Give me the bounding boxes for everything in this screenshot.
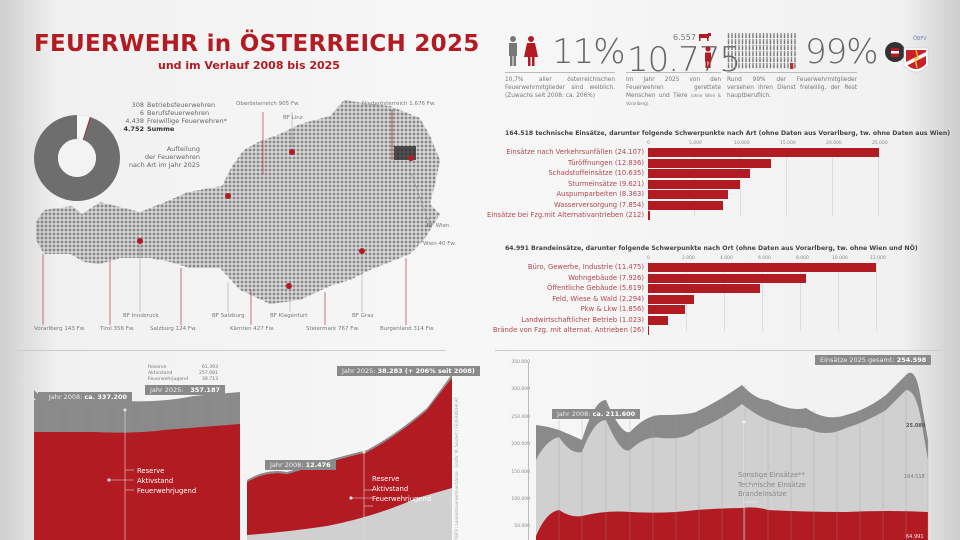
fire-chart-title: 64.991 Brandeinsätze, darunter folgende … bbox=[505, 245, 918, 252]
technical-chart-title: 164.518 technische Einsätze, darunter fo… bbox=[505, 130, 951, 137]
page-subtitle: und im Verlauf 2008 bis 2025 bbox=[158, 59, 340, 72]
bar-sturm bbox=[648, 179, 740, 189]
bar-auspump bbox=[648, 190, 728, 199]
technical-bar-chart: 0 5.000 10.000 15.000 20.000 25.000 bbox=[647, 141, 893, 220]
rescued-text: Im Jahr 2025 von den Feuerwehren gerette… bbox=[626, 77, 721, 106]
oebfv-logo bbox=[885, 42, 929, 73]
members-tag-2008: Jahr 2008: ca. 337.200 bbox=[38, 392, 132, 402]
bar-wasser bbox=[648, 200, 723, 210]
label-bf-linz: BF Linz bbox=[283, 115, 303, 121]
bar-alternativ-brand bbox=[648, 326, 649, 335]
label-burgenland: Burgenland 314 Fw. bbox=[380, 326, 435, 332]
deployments-legend: Sonstige Einsätze** Technische Einsätze … bbox=[738, 471, 806, 498]
women-tag-2008: Jahr 2008: 12.476 bbox=[265, 460, 336, 470]
label-bf-klagenfurt: BF Klagenfurt bbox=[270, 313, 308, 319]
label-vorarlberg: Vorarlberg 143 Fw. bbox=[34, 326, 86, 332]
label-kaernten: Kärnten 427 Fw. bbox=[230, 326, 275, 332]
members-tag-2025: Jahr 2025: 357.187 bbox=[145, 385, 225, 395]
rescued-animals-value: 6.557 bbox=[673, 33, 696, 42]
volunteer-share-value: 99% bbox=[805, 32, 879, 72]
volunteer-text: Rund 99% der Feuerwehrmitglieder versehe… bbox=[727, 77, 857, 99]
page-title: FEUERWEHR in ÖSTERREICH 2025 bbox=[34, 31, 480, 57]
bar-wohngebaeude bbox=[648, 273, 806, 283]
women-share-value: 11% bbox=[552, 32, 626, 72]
label-oberoesterreich: Oberösterreich 905 Fw. bbox=[236, 101, 300, 107]
donut-caption: Aufteilung der Feuerwehren nach Art im J… bbox=[128, 145, 200, 169]
label-bf-graz: BF Graz bbox=[352, 313, 374, 319]
label-bf-innsbruck: BF Innsbruck bbox=[123, 313, 159, 319]
bar-alternativ bbox=[648, 211, 650, 220]
women-tag-2025: Jahr 2025: 38.283 (+ 206% seit 2008) bbox=[337, 366, 480, 376]
logo-label: ÖBFV bbox=[913, 36, 927, 42]
members-legend: Reserve Aktivstand Feuerwehrjugend bbox=[137, 467, 197, 495]
bar-buero bbox=[648, 263, 876, 272]
label-wien: Wien 40 Fw. bbox=[423, 241, 457, 247]
austria-dot-map bbox=[36, 100, 440, 325]
donut-labels: Betriebsfeuerwehren Berufsfeuerwehren Fr… bbox=[147, 101, 227, 133]
label-bf-salzburg: BF Salzburg bbox=[212, 313, 245, 319]
label-bf-wien: BF Wien bbox=[427, 223, 450, 229]
cow-icon bbox=[699, 33, 711, 41]
bar-pkw bbox=[648, 305, 685, 314]
bar-feld bbox=[648, 294, 694, 304]
rescued-value: 10.775 bbox=[627, 40, 741, 80]
deployments-area-chart bbox=[536, 372, 929, 540]
label-steiermark: Steiermark 767 Fw. bbox=[306, 326, 360, 332]
bar-verkehrsunfaelle bbox=[648, 148, 879, 157]
women-share-text: 10,7% aller österreichischen Feuerwehrmi… bbox=[505, 77, 615, 99]
label-tirol: Tirol 356 Fw. bbox=[100, 326, 135, 332]
women-area-chart bbox=[247, 374, 452, 540]
donut-values: 308 6 4.438 4.752 bbox=[123, 101, 144, 133]
people-grid-icon bbox=[727, 33, 797, 69]
side-value-technisch: 164.518 bbox=[904, 474, 925, 480]
members-breakdown: Reserve 61.393 Aktivstand 257.081 Feuerweh… bbox=[148, 365, 218, 382]
side-value-sonstige: 25.089 bbox=[906, 423, 926, 429]
side-value-brand: 64.991 bbox=[906, 534, 924, 540]
male-female-icon bbox=[509, 36, 538, 66]
credit-line: ÖBFV | Landesfeuerwehrverbände · Grafik:… bbox=[454, 397, 459, 540]
women-legend: Reserve Aktivstand Feuerwehrjugend bbox=[372, 475, 432, 503]
fire-station-markers bbox=[137, 149, 414, 289]
bar-schadstoff bbox=[648, 169, 750, 178]
person-icon bbox=[705, 46, 711, 68]
bar-oeffentlich bbox=[648, 284, 760, 293]
deployments-tag-2025: Einsätze 2025 gesamt: 254.598 bbox=[815, 355, 932, 365]
deployments-tag-2008: Jahr 2008: ca. 211.600 bbox=[552, 409, 641, 419]
fire-bar-chart: 0 2.000 4.000 6.000 8.000 10.000 12.000 bbox=[647, 256, 893, 335]
label-niederoesterreich: Niederösterreich 1.676 Fw. bbox=[362, 101, 436, 107]
technical-bar-labels: Einsätze nach Verkehrsunfällen (24.107) … bbox=[487, 148, 644, 219]
fire-brigade-type-donut bbox=[34, 115, 120, 201]
fire-bar-labels: Büro, Gewerbe, Industrie (11.475) Wohnge… bbox=[492, 263, 644, 334]
label-salzburg: Salzburg 124 Fw. bbox=[150, 326, 197, 332]
bar-tueroeffnungen bbox=[648, 158, 771, 168]
bar-landwirtschaft bbox=[648, 315, 668, 325]
members-area-chart bbox=[34, 392, 240, 540]
